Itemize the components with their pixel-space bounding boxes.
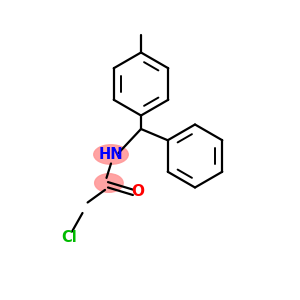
Ellipse shape — [95, 174, 123, 192]
Text: O: O — [131, 184, 145, 200]
Text: HN: HN — [99, 147, 123, 162]
Text: Cl: Cl — [61, 230, 77, 244]
Ellipse shape — [94, 145, 128, 164]
